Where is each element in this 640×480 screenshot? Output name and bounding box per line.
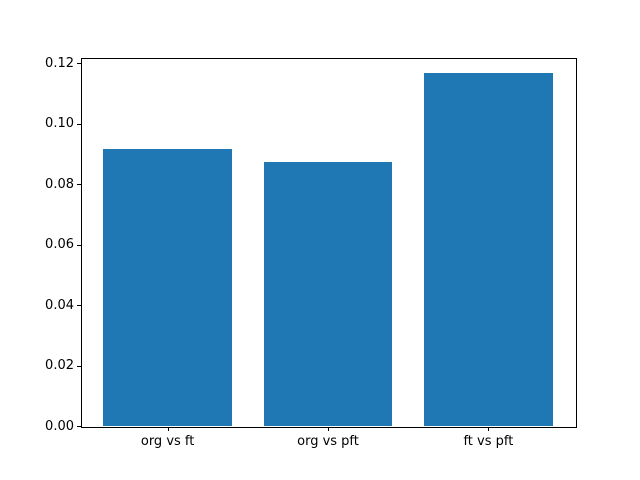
y-tick-label: 0.12 bbox=[45, 55, 74, 71]
x-tick-label-org-vs-ft: org vs ft bbox=[140, 434, 195, 449]
x-tick-label-ft-vs-pft: ft vs pft bbox=[463, 434, 514, 449]
x-tick-mark bbox=[488, 427, 490, 431]
bar-ft-vs-pft bbox=[424, 73, 553, 426]
x-tick-mark bbox=[328, 427, 329, 431]
y-tick-mark bbox=[77, 305, 81, 307]
y-tick-mark bbox=[77, 123, 81, 125]
y-tick-mark bbox=[77, 244, 81, 246]
y-tick-mark bbox=[77, 365, 81, 367]
bar-org-vs-ft bbox=[103, 148, 232, 426]
y-tick-label: 0.06 bbox=[45, 237, 74, 253]
x-tick-label-org-vs-pft: org vs pft bbox=[297, 434, 359, 449]
y-tick-label: 0.00 bbox=[45, 418, 74, 434]
y-tick-label: 0.10 bbox=[45, 116, 74, 132]
bar-org-vs-pft bbox=[263, 162, 393, 426]
y-tick-label: 0.04 bbox=[45, 297, 74, 313]
y-tick-mark bbox=[77, 184, 81, 186]
y-tick-label: 0.08 bbox=[45, 176, 74, 192]
x-tick-mark bbox=[167, 427, 169, 431]
y-tick-label: 0.02 bbox=[45, 358, 74, 374]
y-tick-mark bbox=[77, 63, 81, 65]
y-tick-mark bbox=[77, 426, 81, 427]
